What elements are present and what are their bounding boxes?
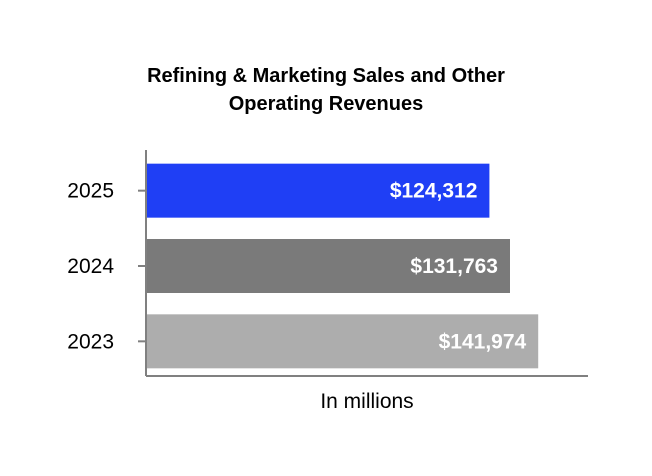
- category-label-2025: 2025: [67, 180, 114, 203]
- category-label-2023: 2023: [67, 330, 114, 353]
- category-label-2024: 2024: [67, 255, 114, 278]
- chart-title-line-2: Operating Revenues: [228, 93, 424, 115]
- value-label-2023: $141,974: [439, 330, 527, 353]
- value-label-2024: $131,763: [410, 255, 498, 278]
- chart-title: Refining & Marketing Sales and Other Ope…: [0, 62, 652, 118]
- value-labels: $124,312 $131,763 $141,974: [390, 180, 527, 354]
- value-label-2025: $124,312: [390, 180, 478, 203]
- category-labels: 2025 2024 2023: [67, 180, 114, 354]
- bars-group: [146, 163, 539, 369]
- bar-2023: [146, 314, 539, 369]
- x-axis-label: In millions: [320, 390, 413, 413]
- bar-2025: [146, 163, 490, 218]
- y-axis-ticks: [138, 189, 146, 343]
- bar-2024: [146, 239, 510, 293]
- chart-title-line-1: Refining & Marketing Sales and Other: [147, 65, 505, 87]
